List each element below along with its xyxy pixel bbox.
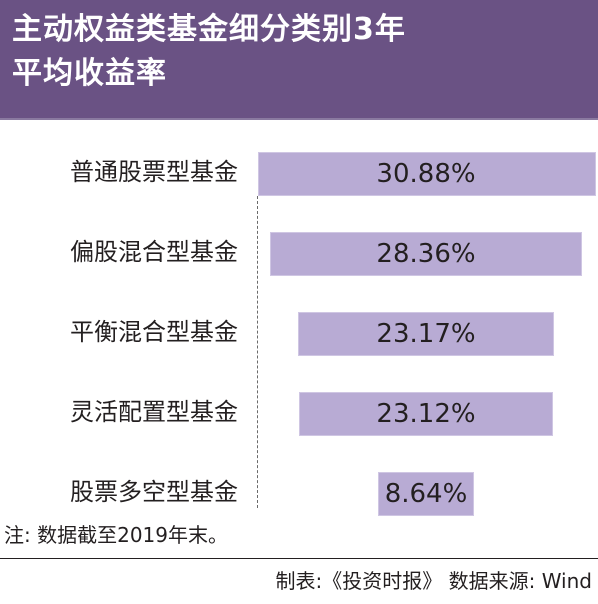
category-label: 平衡混合型基金 [70, 318, 238, 346]
bar [378, 472, 474, 516]
bar [269, 232, 583, 276]
source-credit: 制表:《投资时报》 数据来源: Wind [275, 569, 592, 593]
bar-value-label: 28.36% [376, 239, 476, 269]
bar [298, 312, 554, 356]
category-label: 股票多空型基金 [70, 478, 238, 506]
bar-value-label: 23.17% [376, 319, 476, 349]
source-divider [0, 558, 598, 559]
bar [298, 392, 554, 436]
category-label: 灵活配置型基金 [70, 398, 238, 426]
chart-title-line-2: 平均收益率 [12, 56, 167, 91]
chart-title: 主动权益类基金细分类别3年 平均收益率 [12, 8, 512, 96]
bar-value-label: 8.64% [384, 479, 468, 509]
category-label: 偏股混合型基金 [70, 238, 238, 266]
bar-value-label: 30.88% [376, 159, 476, 189]
title-banner: 主动权益类基金细分类别3年 平均收益率 [0, 0, 598, 118]
title-divider [0, 118, 598, 120]
footnote: 注: 数据截至2019年末。 [4, 523, 228, 547]
category-label: 普通股票型基金 [70, 158, 238, 186]
baseline-axis [257, 196, 258, 508]
chart-title-line-1: 主动权益类基金细分类别3年 [12, 12, 406, 47]
bar [258, 152, 596, 196]
bar-value-label: 23.12% [376, 399, 476, 429]
